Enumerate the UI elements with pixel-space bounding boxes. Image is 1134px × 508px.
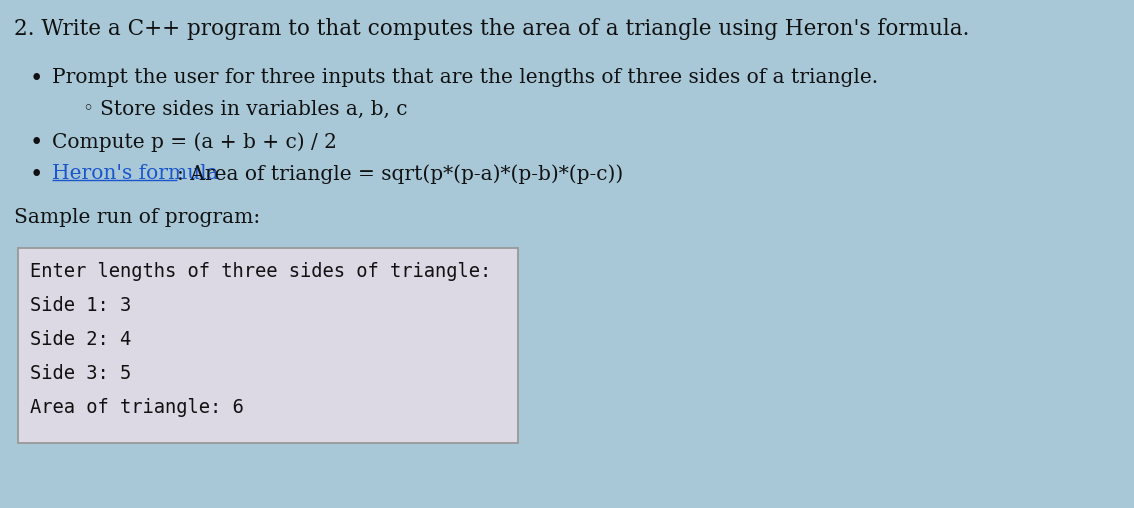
Text: : Area of triangle = sqrt(p*(p-a)*(p-b)*(p-c)): : Area of triangle = sqrt(p*(p-a)*(p-b)*…: [177, 164, 624, 184]
Text: •: •: [29, 132, 43, 154]
Text: •: •: [29, 68, 43, 90]
FancyBboxPatch shape: [18, 248, 518, 443]
Text: Enter lengths of three sides of triangle:: Enter lengths of three sides of triangle…: [29, 262, 491, 281]
Text: Side 2: 4: Side 2: 4: [29, 330, 132, 349]
Text: Compute p = (a + b + c) / 2: Compute p = (a + b + c) / 2: [52, 132, 337, 152]
Text: ◦: ◦: [82, 100, 93, 118]
Text: Heron's formula: Heron's formula: [52, 164, 219, 183]
Text: Side 3: 5: Side 3: 5: [29, 364, 132, 383]
Text: Sample run of program:: Sample run of program:: [14, 208, 260, 227]
Text: 2. Write a C++ program to that computes the area of a triangle using Heron's for: 2. Write a C++ program to that computes …: [14, 18, 970, 40]
Text: Prompt the user for three inputs that are the lengths of three sides of a triang: Prompt the user for three inputs that ar…: [52, 68, 878, 87]
Text: •: •: [29, 164, 43, 186]
Text: Store sides in variables a, b, c: Store sides in variables a, b, c: [100, 100, 407, 119]
Text: Area of triangle: 6: Area of triangle: 6: [29, 398, 244, 417]
Text: Side 1: 3: Side 1: 3: [29, 296, 132, 315]
